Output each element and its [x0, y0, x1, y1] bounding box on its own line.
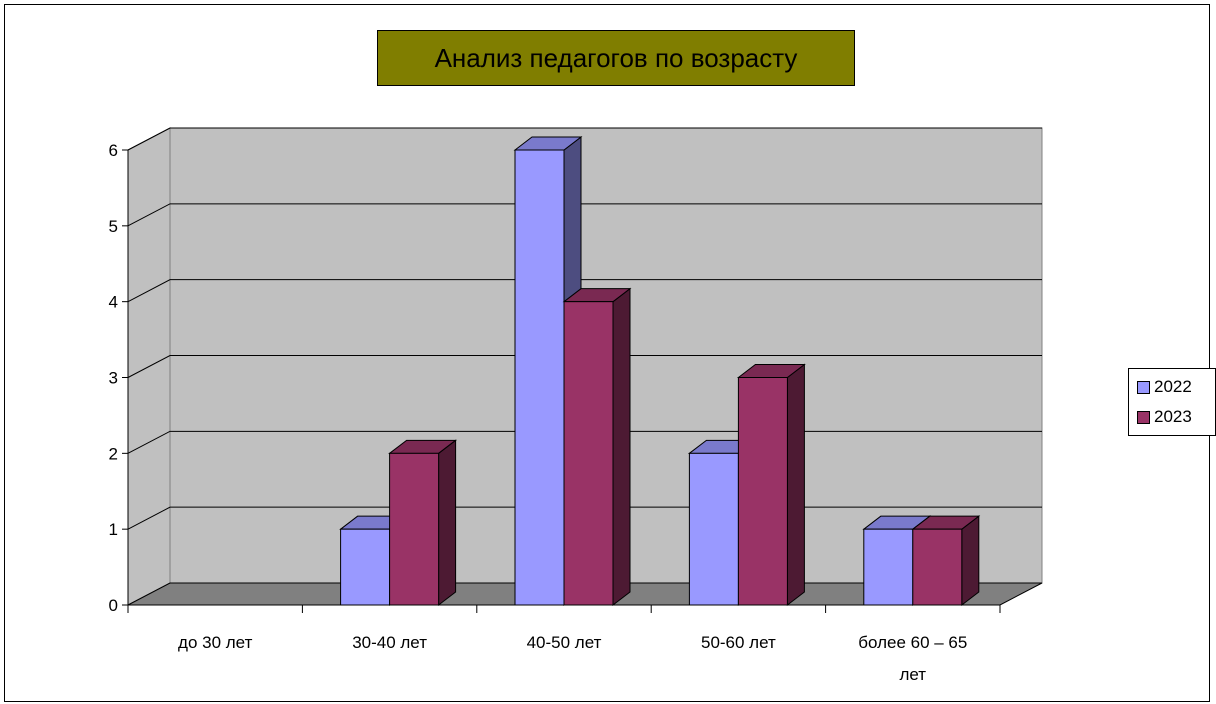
legend-swatch-2022: [1137, 380, 1150, 394]
legend-item-2022: 2022: [1137, 377, 1192, 397]
x-tick-label-1: 30-40 лет: [352, 633, 427, 652]
y-tick-label-4: 4: [109, 293, 118, 312]
y-tick-label-6: 6: [109, 141, 118, 160]
chart-title: Анализ педагогов по возрасту: [377, 30, 855, 86]
y-tick-label-0: 0: [109, 596, 118, 615]
bar-2023-1: [388, 439, 458, 607]
x-tick-label-4-line1: лет: [899, 665, 926, 684]
legend-item-2023: 2023: [1137, 407, 1192, 427]
y-tick-label-5: 5: [109, 217, 118, 236]
gridline-5: [127, 203, 1042, 227]
legend-swatch-2023: [1137, 410, 1150, 424]
bar-2023-3: [736, 363, 806, 607]
legend-label-2023: 2023: [1154, 407, 1192, 426]
gridline-6: [127, 127, 1042, 151]
gridline-3: [127, 355, 1042, 378]
legend-label-2022: 2022: [1154, 377, 1192, 396]
bar-2023-2: [562, 287, 632, 607]
x-tick-label-2: 40-50 лет: [527, 633, 602, 652]
gridline-4: [127, 279, 1042, 303]
x-tick-label-4: более 60 – 65: [858, 633, 967, 652]
x-tick-label-0: до 30 лет: [178, 633, 253, 652]
y-tick-label-3: 3: [109, 369, 118, 388]
chart-legend: 2022 2023: [1128, 368, 1216, 436]
y-tick-label-2: 2: [109, 444, 118, 463]
x-tick-label-3: 50-60 лет: [701, 633, 776, 652]
y-tick-label-1: 1: [109, 520, 118, 539]
bar-2023-4: [911, 515, 981, 607]
